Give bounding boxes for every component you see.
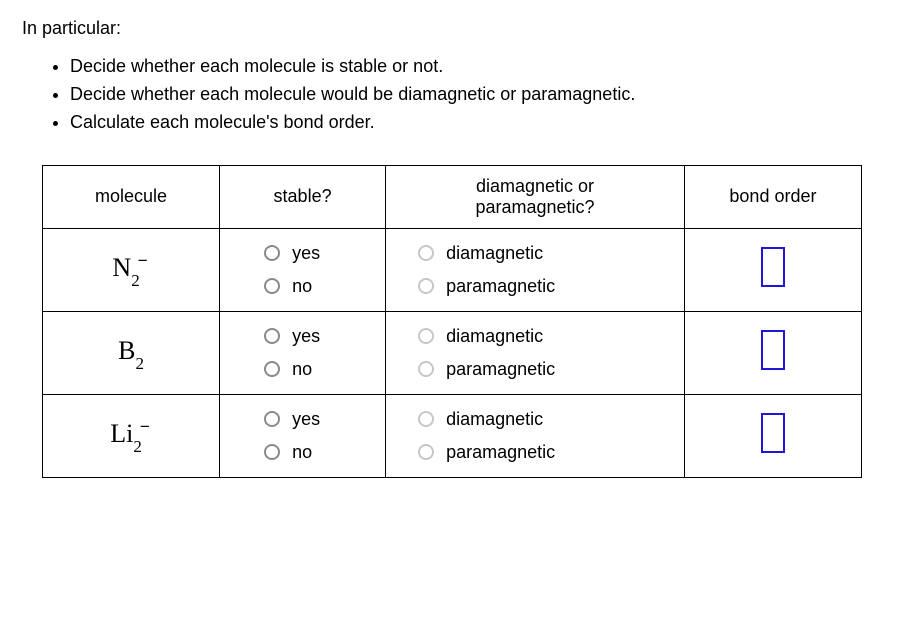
radio-paramagnetic[interactable]: paramagnetic [418, 442, 555, 463]
radio-diamagnetic[interactable]: diamagnetic [418, 243, 543, 264]
radio-label: paramagnetic [446, 442, 555, 463]
formula-b2: B2 [118, 338, 144, 368]
radio-label: no [292, 276, 312, 297]
formula-li2minus: Li2− [110, 421, 152, 451]
radio-label: paramagnetic [446, 359, 555, 380]
header-magnetism: diamagnetic or paramagnetic? [386, 165, 685, 228]
stable-cell: yes no [220, 311, 386, 394]
bullet-stable: Decide whether each molecule is stable o… [70, 53, 876, 81]
bond-order-cell [684, 394, 861, 477]
radio-icon [418, 245, 434, 261]
header-stable: stable? [220, 165, 386, 228]
header-magnet-line2: paramagnetic? [475, 197, 594, 217]
molecule-cell-li2minus: Li2− [43, 394, 220, 477]
molecule-cell-b2: B2 [43, 311, 220, 394]
header-magnet-line1: diamagnetic or [476, 176, 594, 196]
header-molecule: molecule [43, 165, 220, 228]
radio-paramagnetic[interactable]: paramagnetic [418, 276, 555, 297]
radio-icon [264, 444, 280, 460]
radio-icon [418, 444, 434, 460]
radio-label: diamagnetic [446, 409, 543, 430]
table-row: Li2− yes no [43, 394, 862, 477]
radio-label: yes [292, 326, 320, 347]
radio-label: paramagnetic [446, 276, 555, 297]
table-header-row: molecule stable? diamagnetic or paramagn… [43, 165, 862, 228]
radio-label: no [292, 359, 312, 380]
radio-icon [418, 411, 434, 427]
intro-text: In particular: [22, 18, 876, 39]
table-row: N2− yes no [43, 228, 862, 311]
radio-label: no [292, 442, 312, 463]
radio-label: diamagnetic [446, 326, 543, 347]
radio-label: yes [292, 409, 320, 430]
radio-stable-no[interactable]: no [264, 359, 312, 380]
molecule-cell-n2minus: N2− [43, 228, 220, 311]
magnet-cell: diamagnetic paramagnetic [386, 228, 685, 311]
radio-diamagnetic[interactable]: diamagnetic [418, 326, 543, 347]
radio-stable-yes[interactable]: yes [264, 326, 320, 347]
formula-sub: 2 [135, 354, 144, 373]
radio-diamagnetic[interactable]: diamagnetic [418, 409, 543, 430]
radio-label: yes [292, 243, 320, 264]
radio-label: diamagnetic [446, 243, 543, 264]
radio-stable-no[interactable]: no [264, 442, 312, 463]
stable-cell: yes no [220, 394, 386, 477]
radio-stable-no[interactable]: no [264, 276, 312, 297]
bond-order-input[interactable] [761, 247, 785, 287]
bond-order-cell [684, 311, 861, 394]
radio-icon [418, 361, 434, 377]
radio-stable-yes[interactable]: yes [264, 409, 320, 430]
radio-icon [264, 411, 280, 427]
molecule-table: molecule stable? diamagnetic or paramagn… [42, 165, 862, 478]
bond-order-cell [684, 228, 861, 311]
radio-icon [418, 278, 434, 294]
radio-icon [264, 328, 280, 344]
stable-cell: yes no [220, 228, 386, 311]
table-row: B2 yes no [43, 311, 862, 394]
formula-base: Li [110, 419, 133, 448]
radio-paramagnetic[interactable]: paramagnetic [418, 359, 555, 380]
formula-base: N [112, 253, 131, 282]
magnet-cell: diamagnetic paramagnetic [386, 394, 685, 477]
bond-order-input[interactable] [761, 413, 785, 453]
instruction-list: Decide whether each molecule is stable o… [22, 53, 876, 137]
radio-icon [264, 361, 280, 377]
bullet-magnetism: Decide whether each molecule would be di… [70, 81, 876, 109]
formula-sup: − [140, 417, 150, 436]
formula-sub: 2 [131, 271, 140, 290]
formula-sup: − [138, 251, 148, 270]
formula-sub: 2 [133, 437, 142, 456]
formula-n2minus: N2− [112, 255, 149, 285]
radio-icon [418, 328, 434, 344]
radio-icon [264, 245, 280, 261]
header-bond-order: bond order [684, 165, 861, 228]
bond-order-input[interactable] [761, 330, 785, 370]
bullet-bond-order: Calculate each molecule's bond order. [70, 109, 876, 137]
radio-icon [264, 278, 280, 294]
radio-stable-yes[interactable]: yes [264, 243, 320, 264]
magnet-cell: diamagnetic paramagnetic [386, 311, 685, 394]
formula-base: B [118, 336, 135, 365]
